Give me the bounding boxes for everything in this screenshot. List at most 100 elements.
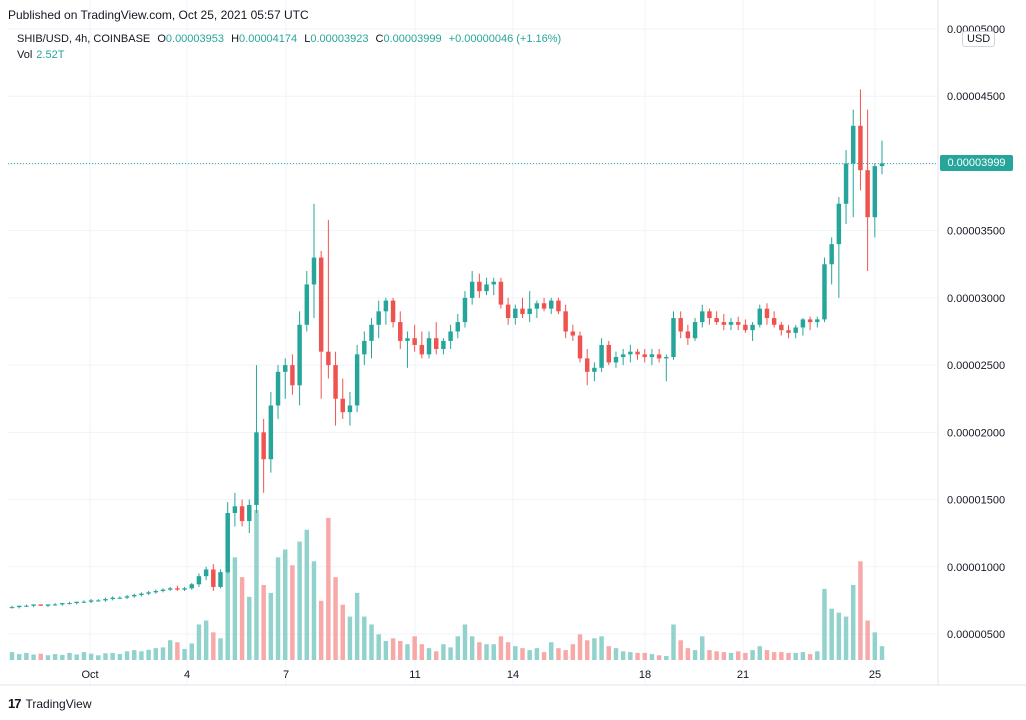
volume-bar [743,652,748,660]
currency-button[interactable]: USD [962,31,996,47]
volume-bar [52,654,58,660]
volume-bar [513,646,518,660]
volume-bar [247,596,252,660]
volume-bar [268,592,274,660]
footer-branding[interactable]: 17 TradingView [8,696,92,711]
volume-bar [38,653,43,660]
candle-body [117,597,123,599]
candle-body [103,599,108,601]
volume-bar [304,529,310,660]
volume-bar [491,644,496,660]
volume-bar [189,643,194,660]
volume-bar [117,654,123,660]
candle-body [433,338,439,349]
candle-body [872,166,878,218]
volume-bar [333,577,338,660]
candle-body [743,324,748,331]
price-axis[interactable]: 0.000050000.000045000.000035000.00003000… [947,24,1005,641]
candle-body [764,308,770,319]
candle-body [362,340,367,355]
candle-body [347,405,353,413]
volume-bar [520,648,525,660]
candle-body [520,308,525,315]
candle-body [203,569,209,577]
volume-bar [505,642,511,660]
volume-bar [318,600,324,660]
candle-body [728,322,734,325]
close-value: 0.00003999 [383,33,442,45]
price-tick-label: 0.00002500 [947,360,1005,372]
time-tick-label: 21 [737,669,749,681]
volume-bar [642,652,647,660]
candle-body [635,351,640,355]
symbol-label[interactable]: SHIB/USD, 4h, COINBASE [17,33,151,45]
volume-bar [728,652,734,660]
low-value: 0.00003923 [310,33,369,45]
volume-bar [282,549,288,660]
volume-bar [620,651,626,660]
volume-bar [426,648,432,660]
volume-bar [74,654,79,660]
volume-bar [563,650,568,660]
candle-body [398,322,403,341]
candle-body [146,592,151,594]
candle-body [448,331,453,341]
volume-bar [433,651,439,660]
volume-bar [592,638,597,660]
candle-body [96,600,101,602]
volume-bar [570,644,576,660]
candle-body [261,432,266,460]
candle-body [196,576,202,585]
volume-bar [469,636,475,660]
candle-body [628,351,633,355]
candle-body [239,506,245,522]
candlesticks [9,89,885,609]
candle-body [462,297,468,323]
candle-body [74,601,79,604]
volume-bar [707,650,712,660]
candle-body [498,281,504,305]
candle-body [60,603,65,605]
time-axis[interactable]: Oct 4 7 11 14 18 21 25 [81,669,881,681]
candle-body [865,170,870,218]
candle-body [786,330,791,333]
candle-body [45,604,51,606]
candle-body [843,163,849,204]
candle-body [88,600,94,602]
candle-body [527,308,532,315]
candle-body [505,304,511,319]
candle-body [549,300,554,309]
volume-bar [556,648,561,660]
volume-bar [383,641,389,660]
candle-body [52,604,58,606]
candle-body [829,244,834,265]
volume-bar [527,650,532,660]
volume-bar [67,652,72,660]
candle-body [484,284,489,292]
volume-bar [786,652,791,660]
chart-grid [0,0,1026,686]
candle-body [822,264,827,320]
candle-body [211,569,216,587]
tradingview-logo-icon: 17 [8,696,22,711]
candle-body [426,338,432,355]
candle-body [757,308,762,325]
volume-bar [441,644,446,660]
last-price-tag: 0.00003999 [940,155,1013,171]
candle-body [412,338,417,345]
candle-body [182,588,187,590]
volume-bar [685,648,691,660]
footer-brand-text: TradingView [25,696,92,711]
volume-bar [261,585,266,660]
open-value: 0.00003953 [165,33,225,45]
candle-body [584,358,590,372]
candle-body [333,365,338,399]
volume-legend[interactable]: Vol 2.52T [17,49,64,61]
volume-bar [477,642,482,660]
volume-bar [146,649,151,660]
close-label: C0.00003999 [375,33,442,45]
volume-bar [829,608,834,660]
volume-bar [254,510,259,660]
volume-bar [807,654,813,660]
